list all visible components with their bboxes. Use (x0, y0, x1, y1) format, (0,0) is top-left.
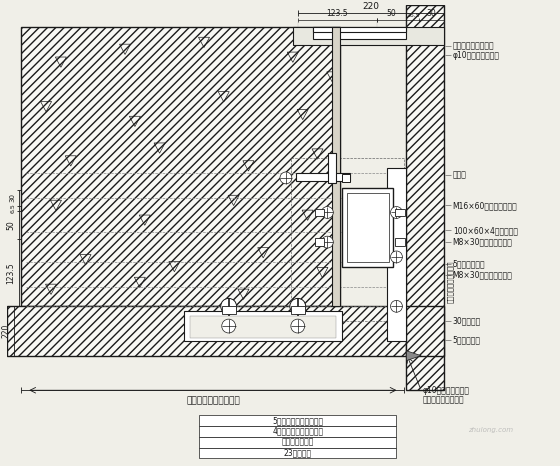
Bar (291, 306, 305, 314)
Text: 4厚铝合金专用石材挂件: 4厚铝合金专用石材挂件 (272, 427, 323, 436)
Bar (386, 168, 407, 341)
Text: M16×60不锈钢对穿螺栓: M16×60不锈钢对穿螺栓 (452, 201, 517, 210)
Text: 5厚铝合金专用石材挂件: 5厚铝合金专用石材挂件 (272, 416, 323, 425)
Bar (407, 5, 444, 390)
Text: 聚四氟乙烯隔片: 聚四氟乙烯隔片 (282, 438, 314, 446)
Circle shape (321, 236, 333, 248)
Text: 50: 50 (7, 220, 16, 230)
Bar (21, 27, 340, 306)
Bar (395, 208, 405, 216)
Text: zhulong.com: zhulong.com (468, 427, 513, 433)
Circle shape (290, 298, 306, 314)
Text: 16.5: 16.5 (406, 14, 419, 19)
Text: 50: 50 (386, 9, 396, 19)
Text: 123.5: 123.5 (7, 262, 16, 283)
Text: 123.5: 123.5 (326, 9, 348, 19)
Text: 220: 220 (362, 2, 379, 11)
Text: 30: 30 (10, 193, 16, 202)
Circle shape (390, 251, 403, 263)
Circle shape (390, 301, 403, 312)
Bar (315, 238, 324, 246)
Bar (293, 27, 444, 45)
Text: 100×60×4镀锌钢方管: 100×60×4镀锌钢方管 (452, 226, 517, 235)
Circle shape (222, 319, 236, 333)
Text: 6.5: 6.5 (11, 204, 16, 213)
Bar (332, 27, 340, 306)
Bar (315, 208, 324, 216)
Text: 5号角钢连接件: 5号角钢连接件 (452, 260, 486, 268)
Bar (199, 447, 396, 459)
Bar (291, 158, 404, 321)
Circle shape (281, 173, 291, 183)
Text: 预埋件: 预埋件 (452, 170, 466, 179)
Bar (407, 306, 444, 356)
Bar (328, 153, 336, 183)
Text: 220: 220 (2, 324, 11, 338)
Circle shape (291, 319, 305, 333)
Bar (222, 306, 236, 314)
Text: 石材幕墙横向分格尺寸: 石材幕墙横向分格尺寸 (187, 396, 241, 405)
Text: 30: 30 (427, 9, 436, 19)
Bar (342, 174, 350, 182)
Bar (199, 415, 396, 426)
Polygon shape (407, 351, 421, 361)
Text: 30厚花岗石: 30厚花岗石 (452, 316, 481, 325)
Bar (199, 426, 396, 437)
Bar (190, 316, 336, 338)
Bar (199, 437, 396, 447)
Text: 石材专用密封填缝胶: 石材专用密封填缝胶 (423, 396, 465, 404)
Bar (347, 193, 389, 262)
Circle shape (221, 298, 236, 314)
Bar (296, 173, 350, 181)
Text: M8×30不锈钢对穿螺栓: M8×30不锈钢对穿螺栓 (452, 238, 512, 247)
Bar (342, 188, 394, 267)
Text: 石材幕墙横向分格尺寸: 石材幕墙横向分格尺寸 (447, 260, 454, 303)
Bar (312, 27, 407, 32)
Text: 5号角钢横梁: 5号角钢横梁 (452, 336, 480, 345)
Text: 石材专用密封填缝胶: 石材专用密封填缝胶 (452, 41, 494, 50)
Circle shape (280, 172, 292, 184)
Circle shape (281, 173, 291, 183)
Text: φ10聚乙烯发泡垫杆: φ10聚乙烯发泡垫杆 (423, 386, 470, 395)
Circle shape (321, 206, 333, 219)
Text: φ10聚乙烯发泡垫杆: φ10聚乙烯发泡垫杆 (452, 51, 500, 60)
Text: 23厚花岗石: 23厚花岗石 (284, 448, 312, 458)
Bar (184, 311, 342, 341)
Text: M8×30不锈钢对穿螺栓: M8×30不锈钢对穿螺栓 (452, 270, 512, 279)
Circle shape (390, 206, 403, 219)
Bar (312, 27, 407, 39)
Bar (395, 238, 405, 246)
Bar (7, 306, 407, 356)
